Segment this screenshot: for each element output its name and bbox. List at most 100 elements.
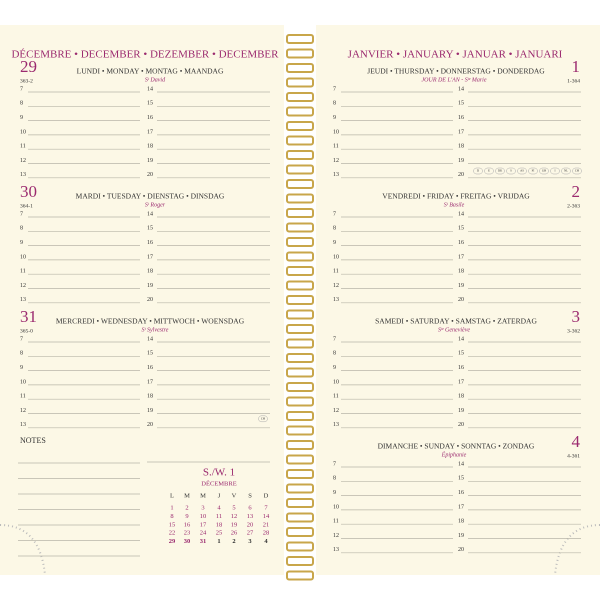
mini-day: 5 [232, 504, 235, 511]
hour-label: 15 [147, 101, 153, 107]
hour-label: 18 [147, 394, 153, 400]
spiral-ring [286, 411, 314, 421]
mini-day: 13 [247, 513, 254, 520]
spiral-ring [286, 556, 314, 566]
hour-label: 15 [458, 351, 464, 357]
hour-label: 17 [147, 254, 153, 260]
mini-day: 9 [185, 513, 188, 520]
hour-label: 13 [333, 172, 339, 178]
spiral-ring [286, 222, 314, 233]
hour-label: 14 [458, 211, 464, 217]
day-of-year: 1-364 [567, 78, 580, 84]
saint: Sᵗᵉ Geneviève [438, 327, 470, 333]
mini-day: 30 [184, 538, 191, 545]
mini-day: 29 [169, 538, 176, 545]
country-tag-label: DK [498, 169, 503, 173]
country-tag-label: I [555, 169, 556, 173]
hour-label: 12 [333, 533, 339, 539]
saint: Sᵗ Sylvestre [142, 327, 169, 333]
spiral-ring [286, 324, 314, 334]
week-label: S./W. 1 [203, 467, 235, 479]
hour-label: 20 [458, 422, 464, 428]
country-tag-label: E [488, 169, 490, 173]
hour-label: 11 [333, 269, 339, 275]
notes-label: NOTES [20, 436, 46, 445]
spiral-ring [286, 251, 314, 262]
hour-label: 12 [20, 158, 26, 164]
hour-label: 17 [458, 504, 464, 510]
saint: Sᵗ David [145, 77, 166, 83]
day-number: 29 [20, 57, 37, 76]
spiral-ring [286, 483, 314, 494]
spiral-ring [286, 295, 314, 305]
hour-label: 10 [20, 254, 26, 260]
hour-label: 18 [458, 144, 464, 150]
hour-label: 17 [458, 379, 464, 385]
hour-label: 17 [458, 129, 464, 135]
spiral-ring [286, 396, 314, 407]
hour-label: 9 [333, 240, 336, 246]
hour-label: 13 [333, 422, 339, 428]
mini-day: 1 [170, 504, 173, 511]
spiral-ring [286, 135, 314, 146]
mini-day: 14 [263, 513, 270, 520]
country-tag [484, 167, 494, 175]
hour-label: 8 [333, 476, 336, 482]
mini-header: J [218, 492, 221, 499]
spiral-ring [286, 309, 314, 320]
hour-label: 19 [147, 408, 153, 414]
hour-label: 14 [458, 336, 464, 342]
saint: JOUR DE L'AN - Sᵗᵉ Marie [421, 77, 486, 83]
hour-label: 11 [333, 394, 339, 400]
country-tag [473, 167, 483, 175]
spiral-ring [286, 541, 314, 552]
spiral-ring [286, 164, 314, 175]
mini-day: 4 [217, 504, 221, 511]
hour-label: 8 [333, 226, 336, 232]
spiral-ring [286, 527, 314, 537]
mini-day: 27 [247, 530, 254, 537]
spiral-ring [286, 193, 314, 204]
mini-header: V [232, 492, 237, 499]
country-tag [550, 167, 560, 175]
country-tag [528, 167, 538, 175]
country-tag-label: CH [575, 169, 580, 173]
hour-label: 7 [20, 86, 23, 92]
mini-header: D [264, 492, 269, 499]
mini-day: 3 [201, 504, 204, 511]
mini-day: 25 [216, 530, 223, 537]
hour-label: 20 [147, 297, 153, 303]
country-tag [572, 167, 582, 175]
spiral-ring [286, 63, 314, 73]
day-of-year: 4-361 [567, 453, 580, 459]
left-page [0, 25, 284, 575]
hour-label: 13 [20, 297, 26, 303]
day-of-year: 2-363 [567, 203, 580, 209]
month-title: DÉCEMBRE • DECEMBER • DEZEMBER • DECEMBE… [11, 49, 279, 61]
right-page [316, 25, 600, 575]
hour-label: 12 [333, 158, 339, 164]
hour-label: 19 [147, 283, 153, 289]
mini-day: 2 [185, 504, 188, 511]
hour-label: 8 [20, 351, 23, 357]
country-tag [506, 167, 516, 175]
hour-label: 18 [458, 269, 464, 275]
mini-day: 17 [200, 521, 207, 528]
day-of-year: 365-0 [20, 328, 33, 334]
hour-label: 16 [458, 240, 464, 246]
mini-day: 3 [248, 538, 252, 545]
spiral-ring [286, 367, 314, 378]
day-number: 3 [572, 307, 581, 326]
hour-label: 12 [333, 408, 339, 414]
hour-label: 17 [458, 254, 464, 260]
mini-header: M [184, 492, 190, 499]
mini-day: 20 [247, 521, 254, 528]
mini-day: 18 [216, 521, 223, 528]
mini-day: 19 [231, 521, 238, 528]
hour-label: 12 [20, 283, 26, 289]
spiral-ring [286, 570, 314, 581]
mini-day: 11 [216, 513, 222, 520]
spiral-ring [286, 121, 314, 131]
hour-label: 8 [333, 101, 336, 107]
